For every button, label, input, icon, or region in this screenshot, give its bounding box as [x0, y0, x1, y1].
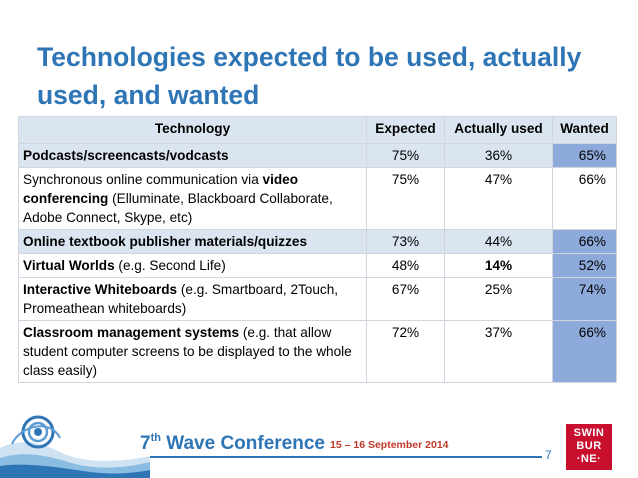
technology-text: (e.g. Smartboard, 2Touch, Promeathean wh… — [23, 282, 339, 316]
conference-ordinal: th — [150, 432, 161, 444]
conference-dates: 15 – 16 September 2014 — [330, 439, 449, 451]
page-number: 7 — [545, 448, 552, 462]
cell-wanted: 66% — [552, 167, 617, 230]
cell-wanted: 74% — [552, 277, 617, 321]
conference-number: 7 — [140, 433, 151, 454]
header-actually-used: Actually used — [444, 116, 553, 144]
cell-technology: Interactive Whiteboards (e.g. Smartboard… — [18, 277, 367, 321]
conference-title: Wave Conference — [160, 433, 325, 454]
table-row: Podcasts/screencasts/vodcasts 75% 36% 65% — [18, 143, 617, 168]
header-wanted: Wanted — [552, 116, 617, 144]
technology-text: Interactive Whiteboards — [23, 282, 178, 297]
technology-text: Synchronous online communication via — [23, 172, 263, 187]
cell-technology: Podcasts/screencasts/vodcasts — [18, 143, 367, 168]
cell-expected: 73% — [366, 229, 445, 254]
cell-expected: 72% — [366, 320, 445, 383]
logo-line-3: ·NE· — [576, 453, 602, 465]
table-row: Synchronous online communication via vid… — [18, 167, 617, 230]
cell-actually-used: 44% — [444, 229, 553, 254]
cell-technology: Virtual Worlds (e.g. Second Life) — [18, 253, 367, 278]
table-row: Interactive Whiteboards (e.g. Smartboard… — [18, 277, 617, 321]
swinburne-logo: SWIN BUR ·NE· — [566, 424, 612, 470]
cell-technology: Synchronous online communication via vid… — [18, 167, 367, 230]
cell-technology: Classroom management systems (e.g. that … — [18, 320, 367, 383]
logo-line-1: SWIN — [573, 427, 605, 439]
header-technology: Technology — [18, 116, 367, 144]
cell-actually-used: 37% — [444, 320, 553, 383]
technology-table: Technology Expected Actually used Wanted… — [18, 116, 617, 383]
cell-wanted: 66% — [552, 229, 617, 254]
cell-technology: Online textbook publisher materials/quiz… — [18, 229, 367, 254]
table-body: Podcasts/screencasts/vodcasts 75% 36% 65% Sy… — [18, 143, 617, 383]
technology-text: (Elluminate, Blackboard Collaborate, Ado… — [23, 191, 333, 225]
conference-name: 7th Wave Conference — [140, 432, 325, 455]
technology-text: (e.g. Second Life) — [114, 258, 226, 273]
cell-wanted: 66% — [552, 320, 617, 383]
table-row: Virtual Worlds (e.g. Second Life) 48% 14% 5… — [18, 253, 617, 278]
cell-actually-used: 36% — [444, 143, 553, 168]
logo-line-2: BUR — [576, 440, 602, 452]
cell-wanted: 65% — [552, 143, 617, 168]
cell-expected: 48% — [366, 253, 445, 278]
header-expected: Expected — [366, 116, 445, 144]
table-header-row: Technology Expected Actually used Wanted — [18, 116, 617, 144]
technology-text: Virtual Worlds — [23, 258, 115, 273]
slide-title: Technologies expected to be used, actual… — [37, 42, 582, 110]
table-row: Online textbook publisher materials/quiz… — [18, 229, 617, 254]
technology-text: Online textbook publisher materials/quiz… — [23, 234, 308, 249]
technology-text: Podcasts/screencasts/vodcasts — [23, 148, 229, 163]
cell-expected: 67% — [366, 277, 445, 321]
technology-text: video conferencing — [23, 172, 299, 206]
table-row: Classroom management systems (e.g. that … — [18, 320, 617, 383]
cell-actually-used: 47% — [444, 167, 553, 230]
footer-divider — [150, 456, 542, 458]
cell-actually-used: 14% — [444, 253, 553, 278]
technology-text: (e.g. that allow student computer screen… — [23, 325, 352, 378]
wave-logo-graphic — [0, 415, 150, 478]
cell-actually-used: 25% — [444, 277, 553, 321]
cell-wanted: 52% — [552, 253, 617, 278]
cell-expected: 75% — [366, 167, 445, 230]
technology-text: Classroom management systems — [23, 325, 240, 340]
cell-expected: 75% — [366, 143, 445, 168]
